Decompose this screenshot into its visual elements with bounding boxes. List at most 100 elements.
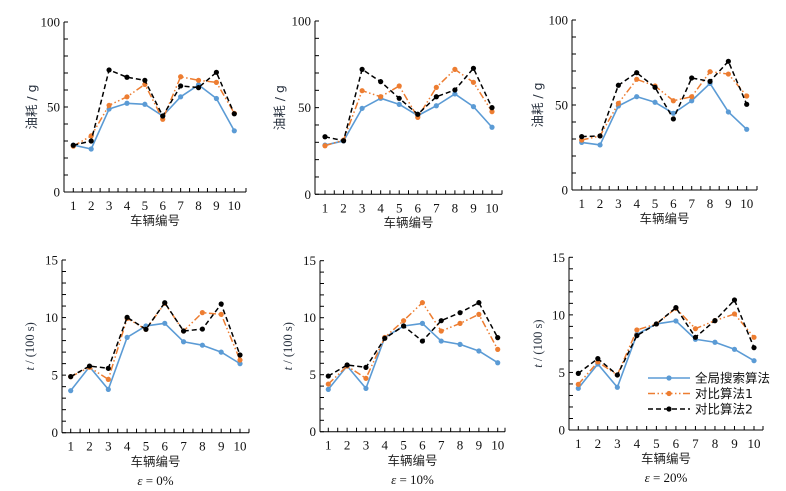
data-point-global bbox=[237, 361, 243, 367]
x-tick-label: 4 bbox=[124, 439, 131, 454]
data-point-cmp2 bbox=[495, 335, 501, 341]
series-cmp2 bbox=[68, 300, 243, 380]
legend-label: 对比算法1 bbox=[695, 386, 753, 401]
chart-panel-top-right: 0 50 100 1 2 3 4 5 6 7 8 9 10 车辆编号 油耗 / g bbox=[530, 13, 758, 226]
data-point-cmp2 bbox=[595, 356, 601, 362]
x-axis-title: 车辆编号 bbox=[639, 211, 689, 226]
data-point-global bbox=[363, 385, 369, 391]
x-tick-label: 9 bbox=[213, 198, 220, 213]
x-tick-label: 3 bbox=[106, 198, 113, 213]
data-point-cmp2 bbox=[615, 82, 621, 88]
x-tick-label: 5 bbox=[142, 198, 149, 213]
data-point-cmp2 bbox=[86, 363, 93, 369]
x-tick-label: 8 bbox=[195, 198, 202, 213]
data-point-cmp2 bbox=[106, 67, 112, 73]
x-tick-label: 9 bbox=[218, 439, 225, 454]
x-tick-label: 9 bbox=[731, 436, 738, 451]
x-tick-label: 2 bbox=[344, 438, 351, 453]
data-point-global bbox=[231, 128, 237, 134]
data-point-cmp2 bbox=[378, 79, 384, 85]
data-point-global bbox=[670, 110, 676, 116]
y-tick-label: 100 bbox=[41, 15, 61, 30]
data-point-cmp1 bbox=[199, 310, 205, 316]
x-axis-title: 车辆编号 bbox=[383, 215, 433, 230]
data-point-cmp1 bbox=[495, 346, 501, 352]
x-tick-label: 4 bbox=[634, 436, 641, 451]
data-point-global bbox=[105, 386, 111, 393]
data-point-cmp1 bbox=[707, 69, 713, 75]
series-global bbox=[575, 318, 757, 391]
legend-marker-cmp2 bbox=[666, 406, 672, 412]
y-axis-title-part: / (100 s) bbox=[531, 320, 545, 365]
data-point-global bbox=[142, 101, 148, 107]
data-point-cmp2 bbox=[489, 105, 495, 111]
data-point-cmp2 bbox=[124, 314, 130, 320]
x-axis-title: 车辆编号 bbox=[130, 213, 180, 228]
data-point-cmp2 bbox=[162, 300, 168, 306]
data-point-global bbox=[575, 385, 581, 391]
data-point-cmp1 bbox=[178, 74, 184, 80]
data-point-cmp2 bbox=[652, 84, 658, 90]
chart-panel-top-middle: 0 50 100 1 2 3 4 5 6 7 8 9 10 车辆编号 油耗 / g bbox=[272, 14, 503, 230]
y-axis-title-part: 油耗 / g bbox=[24, 84, 39, 129]
data-point-cmp2 bbox=[68, 374, 74, 380]
data-point-cmp2 bbox=[70, 142, 76, 148]
y-tick-label: 5 bbox=[559, 365, 566, 380]
y-axis-title: t / (100 s) bbox=[281, 322, 295, 370]
x-tick-label: 9 bbox=[476, 438, 483, 453]
data-point-global bbox=[476, 348, 482, 354]
series-line-cmp1 bbox=[72, 75, 235, 147]
data-point-global bbox=[744, 126, 750, 132]
panel-caption-part: ε bbox=[645, 470, 651, 485]
series-line-cmp2 bbox=[73, 69, 235, 146]
data-point-cmp1 bbox=[575, 381, 581, 387]
data-point-cmp2 bbox=[382, 335, 388, 341]
data-point-cmp1 bbox=[744, 93, 750, 99]
data-point-cmp2 bbox=[143, 326, 149, 332]
legend-item-cmp2: 对比算法2 bbox=[648, 402, 753, 417]
x-tick-label: 7 bbox=[438, 438, 445, 453]
x-tick-label: 3 bbox=[615, 196, 622, 211]
x-tick-label: 10 bbox=[491, 438, 504, 453]
y-tick-label: 15 bbox=[552, 250, 565, 265]
y-tick-label: 50 bbox=[47, 100, 60, 115]
data-point-cmp2 bbox=[142, 77, 148, 83]
series-line-global bbox=[577, 320, 755, 389]
series-line-cmp1 bbox=[581, 70, 748, 141]
x-tick-label: 10 bbox=[228, 198, 241, 213]
data-point-cmp1 bbox=[452, 66, 458, 72]
x-tick-label: 10 bbox=[486, 200, 499, 215]
data-point-cmp1 bbox=[615, 100, 621, 106]
data-point-global bbox=[751, 358, 757, 364]
data-point-cmp1 bbox=[396, 83, 402, 89]
series-line-cmp2 bbox=[70, 301, 241, 378]
y-axis-title: 油耗 / g bbox=[530, 82, 545, 127]
y-tick-label: 0 bbox=[310, 424, 317, 439]
legend-marker-global bbox=[666, 375, 672, 381]
data-point-global bbox=[457, 341, 463, 347]
data-point-global bbox=[712, 339, 718, 345]
data-point-global bbox=[325, 386, 331, 393]
data-point-cmp2 bbox=[363, 364, 369, 371]
y-tick-label: 15 bbox=[303, 253, 316, 268]
y-axis-title: 油耗 / g bbox=[24, 84, 39, 129]
data-point-global bbox=[199, 342, 205, 348]
data-point-cmp2 bbox=[199, 326, 205, 332]
data-point-cmp1 bbox=[419, 300, 426, 306]
series-line-cmp2 bbox=[581, 60, 748, 138]
data-point-global bbox=[470, 104, 477, 110]
y-tick-label: 10 bbox=[45, 310, 58, 325]
x-tick-label: 3 bbox=[363, 438, 370, 453]
data-point-cmp2 bbox=[231, 111, 237, 117]
x-tick-label: 9 bbox=[470, 200, 477, 215]
panel-caption-part: ε bbox=[391, 472, 397, 487]
data-point-cmp2 bbox=[105, 365, 111, 371]
data-point-cmp2 bbox=[725, 58, 731, 64]
panel-caption: ε = 0% bbox=[137, 473, 173, 488]
series-line-cmp2 bbox=[577, 299, 755, 376]
series-line-cmp2 bbox=[324, 67, 493, 142]
data-point-cmp1 bbox=[237, 357, 243, 363]
data-point-cmp1 bbox=[470, 79, 477, 85]
